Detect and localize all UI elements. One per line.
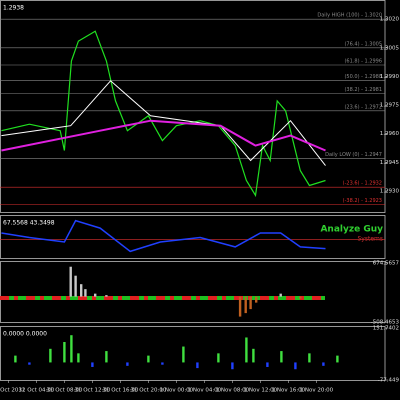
- x-tick-label: 31 Oct 2012: [0, 388, 25, 394]
- y-tick-label: 1.2930: [380, 189, 400, 195]
- annotation: Systems: [358, 236, 384, 243]
- bar: [299, 296, 302, 299]
- bar: [308, 353, 311, 363]
- y-tick-label: 1.2945: [380, 160, 400, 166]
- frame: [0, 261, 386, 323]
- level-label: (50.0) - 1.2988: [344, 74, 382, 80]
- frame: [0, 215, 386, 259]
- bar: [69, 266, 72, 297]
- series-line: [1, 80, 326, 166]
- x-tick-label: 31 Oct 16:00: [102, 388, 138, 394]
- series-line: [1, 30, 326, 198]
- bar: [126, 362, 129, 366]
- y-tick-label: 1.3020: [380, 17, 400, 23]
- y-tick-label: -77.449: [378, 378, 400, 384]
- x-tick-label: 1 Nov 04:00: [188, 388, 222, 394]
- x-tick-label: 1 Nov 20:00: [300, 388, 334, 394]
- series-line: [1, 119, 326, 152]
- bar: [63, 342, 66, 363]
- bar: [231, 362, 234, 370]
- bar: [77, 353, 80, 363]
- panel-title: 0.0000 0.0000: [3, 331, 47, 338]
- bar: [279, 293, 282, 297]
- frame: [0, 326, 386, 381]
- bar: [266, 362, 269, 367]
- bar: [280, 351, 283, 363]
- bar: [74, 275, 77, 297]
- bar: [294, 362, 297, 370]
- level-label: (-38.2) - 1.2923: [343, 198, 382, 204]
- x-tick-label: 31 Oct 20:00: [130, 388, 166, 394]
- bar: [91, 362, 94, 367]
- bar: [80, 284, 83, 297]
- x-tick-label: 1 Nov 16:00: [272, 388, 306, 394]
- bar: [245, 337, 248, 363]
- panel-title: 67.5568 43.3498: [3, 220, 55, 227]
- y-tick-label: 1.3005: [380, 45, 400, 51]
- x-tick-label: 31 Oct 12:00: [74, 388, 110, 394]
- bar: [252, 348, 255, 363]
- bar: [238, 296, 242, 317]
- y-tick-label: 1.2960: [380, 131, 400, 137]
- bar: [105, 351, 108, 363]
- bar: [147, 355, 150, 363]
- level-label: (-23.6) - 1.2932: [343, 181, 382, 187]
- signal-strip: [0, 296, 325, 300]
- bar: [182, 346, 185, 363]
- x-tick-label: 1 Nov 08:00: [216, 388, 250, 394]
- level-label: (76.4) - 1.3005: [344, 41, 382, 47]
- bar: [14, 355, 17, 363]
- panel-title: 1.2938: [3, 5, 24, 12]
- y-tick-label: 1.2975: [380, 103, 400, 109]
- y-tick-label: 674.5657: [373, 261, 400, 267]
- y-tick-label: 151.7402: [373, 326, 399, 332]
- series-line: [1, 219, 326, 253]
- bar: [336, 355, 339, 363]
- x-tick-label: 31 Oct 04:00: [18, 388, 54, 394]
- level-label: (61.8) - 1.2996: [344, 59, 382, 65]
- bar: [161, 362, 164, 365]
- bar: [28, 362, 31, 365]
- bar: [196, 362, 199, 369]
- bar: [70, 335, 73, 363]
- level-label: (38.2) - 1.2981: [344, 87, 382, 93]
- bar: [84, 289, 87, 297]
- bar: [217, 353, 220, 363]
- x-tick-label: 1 Nov 00:00: [160, 388, 194, 394]
- bar: [255, 296, 258, 303]
- frame: [0, 0, 386, 213]
- x-tick-label: 1 Nov 12:00: [244, 388, 278, 394]
- level-label: (23.6) - 1.2972: [344, 104, 382, 110]
- level-label: Daily LOW (0) - 1.2947: [325, 152, 382, 158]
- bar: [249, 296, 252, 310]
- y-tick-label: -508.4653: [371, 320, 400, 326]
- level-label: Daily HIGH (100) - 1.3020: [317, 13, 382, 19]
- bar: [322, 362, 325, 366]
- x-tick-label: 31 Oct 08:00: [46, 388, 82, 394]
- annotation: Analyze Guy: [320, 225, 383, 235]
- bar: [94, 293, 97, 297]
- bar: [49, 348, 52, 363]
- bar: [105, 295, 108, 297]
- bar: [244, 296, 247, 314]
- panel-frames: [0, 0, 386, 381]
- y-tick-label: 1.2990: [380, 74, 400, 80]
